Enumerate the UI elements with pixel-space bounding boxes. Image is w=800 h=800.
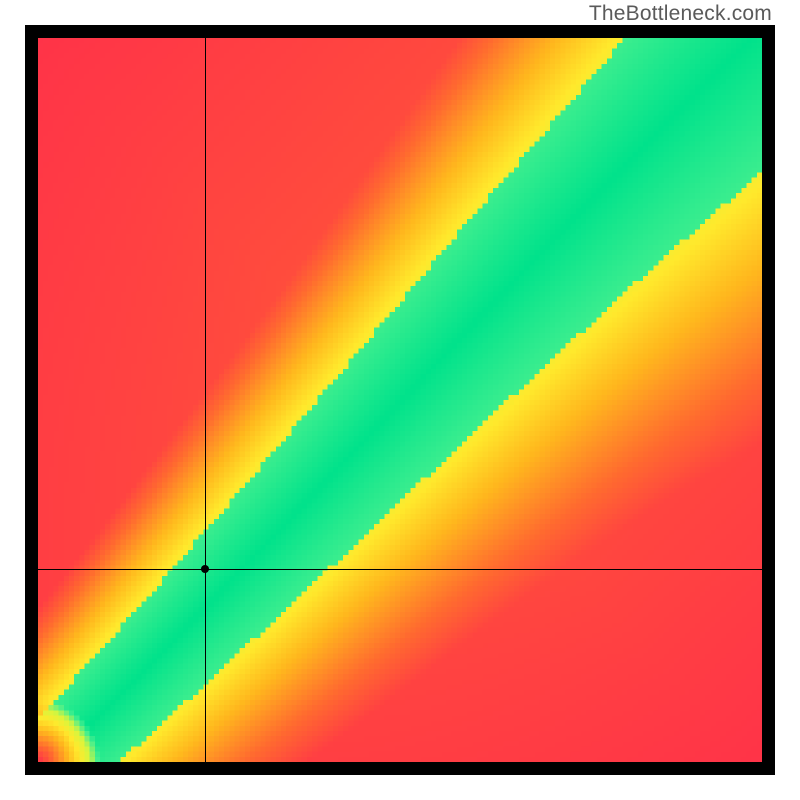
crosshair-marker <box>201 565 209 573</box>
heatmap-plot <box>38 38 762 762</box>
chart-frame <box>25 25 775 775</box>
watermark-text: TheBottleneck.com <box>589 2 772 26</box>
crosshair-vertical <box>205 38 206 762</box>
heatmap-canvas <box>38 38 762 762</box>
crosshair-horizontal <box>38 569 762 570</box>
